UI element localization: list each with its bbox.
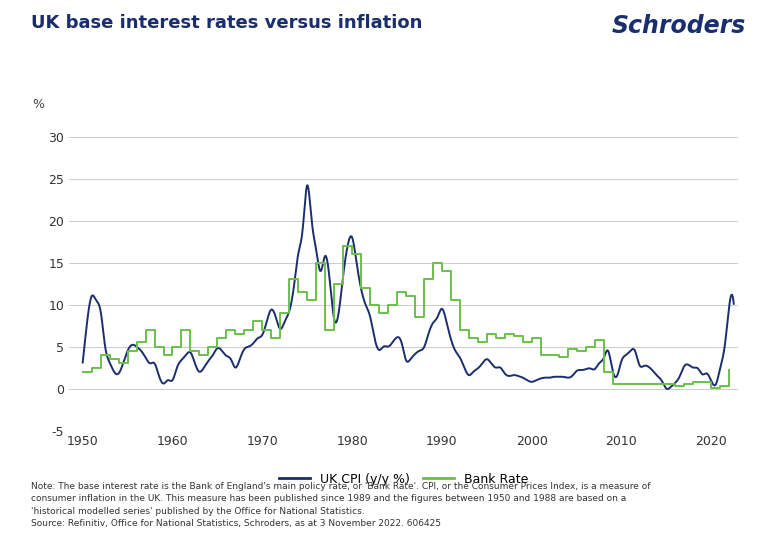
Text: %: % (32, 98, 45, 111)
Text: Note: The base interest rate is the Bank of England's main policy rate, or 'Bank: Note: The base interest rate is the Bank… (31, 482, 651, 528)
Text: UK base interest rates versus inflation: UK base interest rates versus inflation (31, 14, 422, 32)
Text: Schroders: Schroders (611, 14, 746, 38)
Legend: UK CPI (y/y %), Bank Rate: UK CPI (y/y %), Bank Rate (274, 468, 534, 491)
